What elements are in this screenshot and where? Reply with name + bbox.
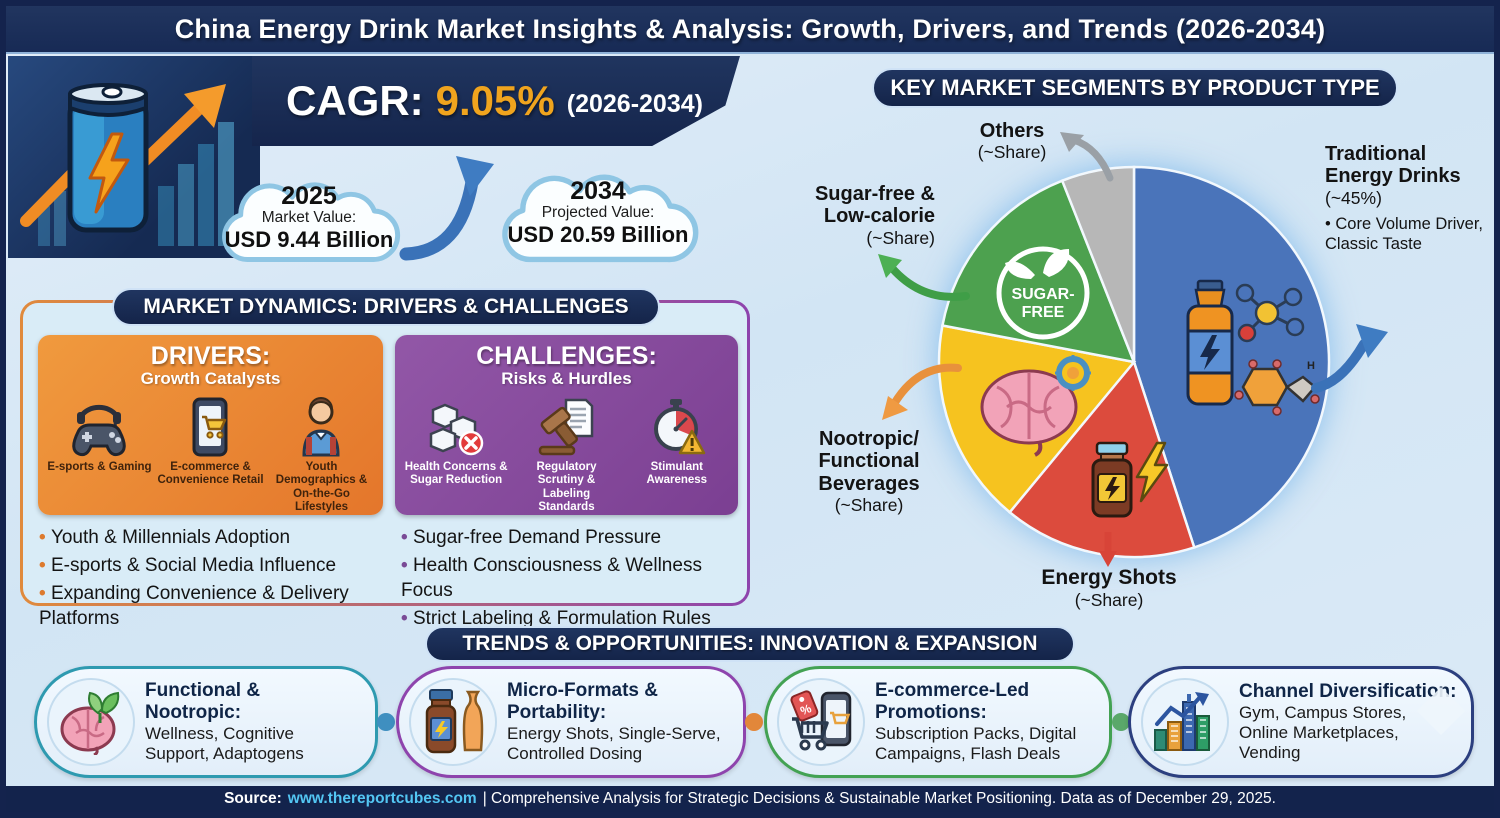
driver-label: Youth Demographics & On-the-Go Lifestyle…: [275, 461, 368, 513]
driver-item: E-sports & Gaming: [46, 395, 153, 514]
sugar-cubes-icon: [427, 395, 485, 457]
drivers-panel: DRIVERS: Growth Catalysts: [38, 335, 383, 515]
market-dynamics-section: DRIVERS: Growth Catalysts: [20, 300, 750, 629]
energy-bottle-icon: [1186, 279, 1234, 406]
sugar-free-arrow: [878, 254, 970, 301]
cagr-banner: CAGR: 9.05% (2026-2034): [252, 56, 740, 146]
energy-shot-vial-icon: [1091, 441, 1169, 518]
cagr-period: (2026-2034): [566, 89, 703, 118]
connector-dot: [745, 713, 763, 731]
energy-can-illustration: [8, 56, 260, 258]
caffeine-molecule-icon: H: [1234, 359, 1320, 416]
challenges-title: CHALLENGES:: [476, 342, 657, 370]
title-bar: China Energy Drink Market Insights & Ana…: [6, 6, 1494, 54]
challenge-bullet: Health Consciousness & Wellness Focus: [401, 553, 741, 603]
drivers-title: DRIVERS:: [150, 342, 271, 370]
segment-label-others: Others (~Share): [977, 120, 1047, 163]
sugar-free-badge-icon: SUGAR- FREE: [996, 246, 1090, 340]
cloud-year: 2034: [570, 176, 626, 205]
traditional-arrow: [1311, 324, 1388, 393]
cloud-label: Market Value:: [261, 209, 357, 227]
cagr-label: CAGR:: [286, 77, 424, 124]
challenge-bullet: Sugar-free Demand Pressure: [401, 525, 741, 550]
svg-text:SUGAR-: SUGAR-: [1011, 286, 1074, 303]
market-value-cloud-2025: 2025 Market Value: USD 9.44 Billion: [210, 156, 408, 266]
drivers-bullet-list: Youth & Millennials Adoption E-sports & …: [39, 525, 389, 634]
brain-target-icon: [980, 355, 1091, 457]
trend-item-channel-diversification: Channel Diversification: Gym, Campus Sto…: [1128, 666, 1474, 778]
pie-slice-others: [1060, 165, 1136, 363]
trend-item-functional-nootropic: Functional & Nootropic: Wellness, Cognit…: [34, 666, 378, 778]
stopwatch-warning-icon: [648, 395, 706, 457]
cloud-value: USD 9.44 Billion: [224, 226, 394, 252]
product-type-pie-chart: H SUGAR- FREE: [937, 165, 1331, 559]
cagr-value: 9.05%: [435, 77, 555, 124]
trend-item-micro-formats: Micro-Formats & Portability: Energy Shot…: [396, 666, 746, 778]
footer-text: | Comprehensive Analysis for Strategic D…: [482, 790, 1276, 807]
svg-text:FREE: FREE: [1022, 304, 1065, 321]
cloud-icon: [222, 182, 401, 262]
traditional-bullet: • Core Volume Driver, Classic Taste: [1325, 214, 1484, 253]
growth-arrow-icon: [399, 156, 494, 261]
gavel-document-icon: [536, 395, 596, 457]
connector-dot: [377, 713, 395, 731]
cloud-value: USD 20.59 Billion: [507, 221, 689, 247]
cloud-label: Projected Value:: [541, 204, 655, 222]
market-dynamics-header: MARKET DYNAMICS: DRIVERS & CHALLENGES: [112, 288, 660, 326]
challenge-label: Health Concerns & Sugar Reduction: [404, 461, 508, 487]
challenge-item: Regulatory Scrutiny & Labeling Standards: [514, 395, 620, 514]
drink-can-icon: [67, 83, 149, 233]
challenge-label: Regulatory Scrutiny & Labeling Standards: [536, 461, 597, 513]
energy-can-icon: [20, 83, 234, 246]
driver-item: Youth Demographics & On-the-Go Lifestyle…: [268, 395, 375, 514]
driver-bullet: E-sports & Social Media Influence: [39, 553, 389, 578]
challenges-panel: CHALLENGES: Risks & Hurdles: [395, 335, 738, 515]
segment-label-energy-shots: Energy Shots (~Share): [1041, 566, 1177, 610]
shot-bottle-icon: [409, 678, 497, 766]
source-link[interactable]: www.thereportcubes.com: [287, 790, 477, 807]
segment-label-nootropic: Nootropic/ Functional Beverages (~Share): [818, 428, 920, 516]
gamepad-headset-icon: [68, 395, 130, 457]
brain-leaf-icon: [47, 678, 135, 766]
footer-bar: Source: www.thereportcubes.com | Compreh…: [6, 786, 1494, 812]
challenge-label: Stimulant Awareness: [646, 461, 708, 487]
nootropic-arrow: [882, 363, 962, 420]
challenges-bullet-list: Sugar-free Demand Pressure Health Consci…: [401, 525, 741, 634]
driver-item: E-commerce & Convenience Retail: [157, 395, 264, 514]
cloud-year: 2025: [281, 181, 337, 210]
energy-shots-arrow: [1099, 532, 1117, 567]
challenge-item: Stimulant Awareness: [624, 395, 730, 514]
challenges-subtitle: Risks & Hurdles: [501, 369, 632, 389]
driver-label: E-sports & Gaming: [47, 461, 152, 474]
cloud-icon: [502, 174, 699, 263]
others-arrow: [1060, 132, 1114, 182]
connector-dot: [1112, 713, 1130, 731]
trends-header: TRENDS & OPPORTUNITIES: INNOVATION & EXP…: [425, 626, 1075, 662]
segment-label-traditional: Traditional Energy Drinks (~45%) • Core …: [1325, 143, 1495, 254]
segment-label-sugar-free: Sugar-free & Low-calorie (~Share): [814, 183, 935, 248]
driver-bullet: Expanding Convenience & Delivery Platfor…: [39, 581, 389, 631]
challenge-bullet: Strict Labeling & Formulation Rules: [401, 606, 741, 631]
challenge-item: Health Concerns & Sugar Reduction: [403, 395, 509, 514]
source-label: Source:: [224, 790, 282, 807]
projected-value-cloud-2034: 2034 Projected Value: USD 20.59 Billion: [478, 146, 718, 266]
phone-cart-icon: [182, 395, 238, 457]
driver-bullet: Youth & Millennials Adoption: [39, 525, 389, 550]
segments-header: KEY MARKET SEGMENTS BY PRODUCT TYPE: [872, 68, 1398, 108]
cart-promo-icon: %: [777, 678, 865, 766]
trend-item-ecommerce-promotions: % E-commerce-Led Promotions: Subscriptio…: [764, 666, 1112, 778]
pie-slice-sugar-free-low-calorie: [940, 179, 1136, 364]
driver-label: E-commerce & Convenience Retail: [157, 461, 264, 487]
buildings-growth-icon: [1141, 678, 1229, 766]
youth-backpack-icon: [292, 395, 350, 457]
molecule-icon: [1235, 283, 1305, 343]
page-title: China Energy Drink Market Insights & Ana…: [174, 13, 1326, 44]
svg-text:H: H: [1307, 360, 1315, 372]
drivers-subtitle: Growth Catalysts: [140, 369, 281, 389]
